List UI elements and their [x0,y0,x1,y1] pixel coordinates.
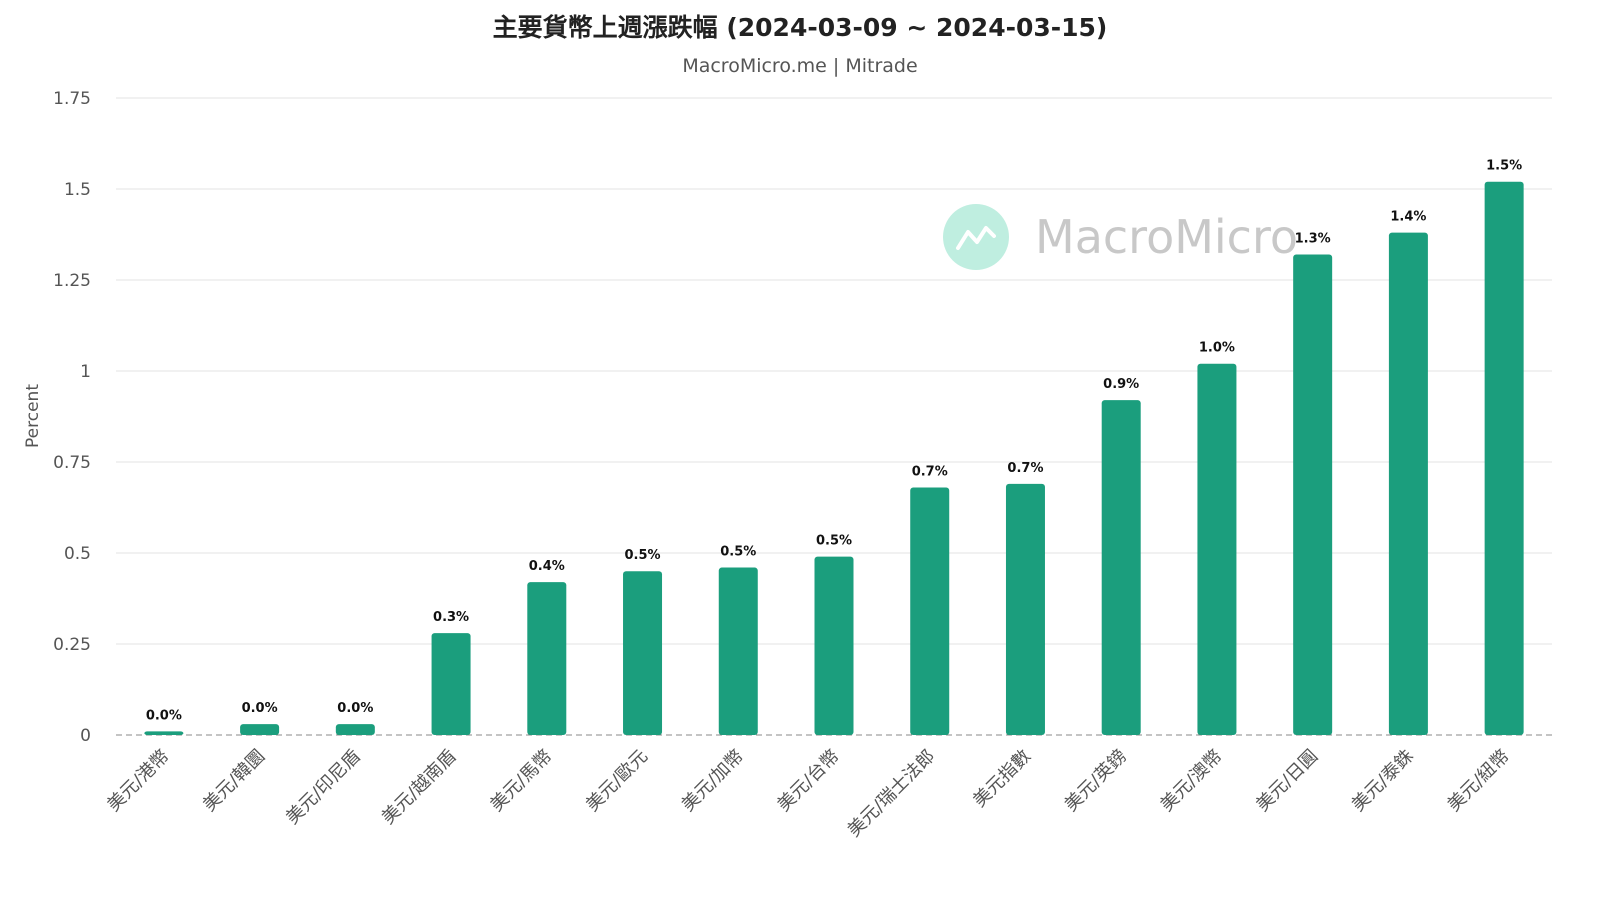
y-tick-label: 0.25 [53,635,91,655]
bar[interactable] [1293,254,1333,735]
data-label: 1.3% [1295,232,1331,247]
macromicro-logo-icon [943,204,1009,270]
chart-title: 主要貨幣上週漲跌幅 (2024-03-09 ~ 2024-03-15) [493,13,1108,42]
bar[interactable] [527,582,567,735]
bar[interactable] [718,567,758,735]
x-tick-label: 美元/歐元 [582,746,652,816]
bar[interactable] [1101,400,1141,735]
y-tick-label: 0 [80,726,91,746]
data-label: 0.5% [625,548,661,563]
data-label: 1.4% [1390,210,1426,225]
data-label: 0.9% [1103,377,1139,392]
x-tick-label: 美元/瑞士法郎 [844,746,940,842]
data-label: 0.0% [146,708,182,723]
bar[interactable] [1197,363,1237,735]
bars [144,181,1524,736]
data-label: 0.0% [242,701,278,716]
bar[interactable] [814,556,854,735]
data-label: 0.5% [816,534,852,549]
x-tick-label: 美元/印尼盾 [282,746,365,829]
x-tick-label: 美元/港幣 [103,746,173,816]
x-tick-label: 美元/台幣 [773,746,843,816]
data-label: 0.7% [912,464,948,479]
data-label: 0.5% [720,545,756,560]
chart-subtitle: MacroMicro.me | Mitrade [682,55,917,77]
x-tick-label: 美元/英鎊 [1061,746,1131,816]
x-tick-label: 美元/紐幣 [1444,746,1514,816]
y-tick-label: 1.5 [64,180,91,200]
data-label: 0.3% [433,610,469,625]
x-tick-label: 美元/馬幣 [486,746,556,816]
data-label: 0.7% [1007,461,1043,476]
data-labels: 0.0% 0.0% 0.0% 0.3% 0.4% 0.5% 0.5% 0.5% 0.7% 0.7%… [146,159,1522,724]
x-tick-label: 美元/加幣 [678,746,748,816]
bar[interactable] [1388,232,1428,735]
data-label: 1.0% [1199,341,1235,356]
bar[interactable] [335,724,375,735]
bar[interactable] [240,724,280,735]
x-tick-label: 美元/泰銖 [1348,746,1418,816]
bar[interactable] [623,571,663,735]
bar[interactable] [1005,483,1045,735]
bar[interactable] [431,633,471,735]
bar[interactable] [144,731,184,735]
y-tick-label: 0.75 [53,453,91,473]
watermark: MacroMicro [943,204,1298,270]
x-axis: 美元/港幣 美元/韓圜 美元/印尼盾 美元/越南盾 美元/馬幣 美元/歐元 美元/加幣 美元/… [103,746,1513,842]
x-tick-label: 美元指數 [969,746,1035,812]
x-tick-label: 美元/日圓 [1252,746,1322,816]
x-tick-label: 美元/越南盾 [378,746,461,829]
y-tick-label: 1.25 [53,271,91,291]
data-label: 0.0% [337,701,373,716]
bar[interactable] [1484,181,1524,736]
logo-chart-line [956,226,996,250]
x-tick-label: 美元/韓圜 [199,746,269,816]
y-tick-label: 0.5 [64,544,91,564]
y-tick-label: 1 [80,362,91,382]
y-tick-label: 1.75 [53,89,91,109]
watermark-text: MacroMicro [1035,210,1298,264]
data-label: 0.4% [529,559,565,574]
y-axis-label: Percent [23,384,43,448]
bar[interactable] [910,487,950,735]
data-label: 1.5% [1486,159,1522,174]
x-tick-label: 美元/澳幣 [1156,746,1226,816]
